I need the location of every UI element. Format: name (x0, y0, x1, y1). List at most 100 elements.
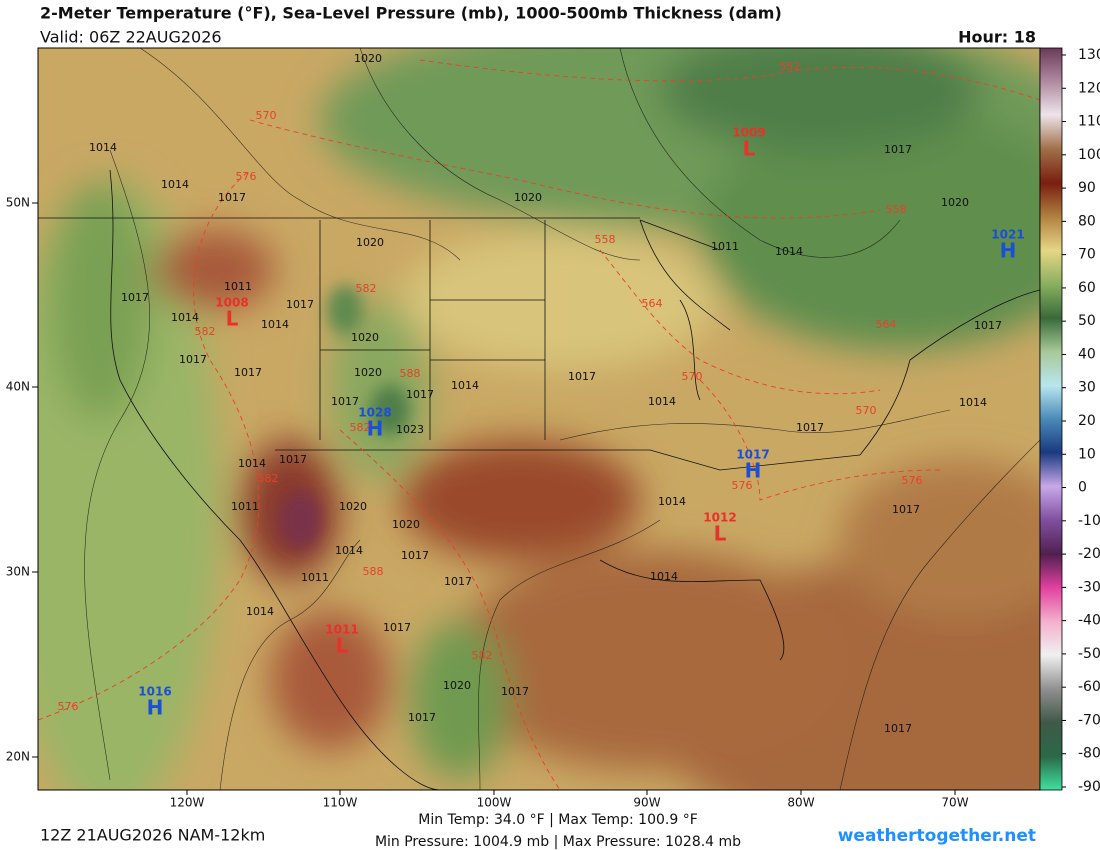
isobar-label: 1017 (234, 366, 262, 379)
thickness-label: 564 (642, 297, 663, 310)
lat-label: 30N (6, 565, 30, 579)
thickness-label: 564 (876, 318, 897, 331)
isobar-label: 1020 (354, 52, 382, 65)
colorbar-label: 80 (1078, 213, 1096, 229)
colorbar-label: -50 (1078, 646, 1100, 662)
thickness-label: 576 (732, 479, 753, 492)
colorbar-label: -40 (1078, 613, 1100, 629)
isobar-label: 1014 (89, 141, 117, 154)
thickness-label: 558 (886, 203, 907, 216)
thickness-label: 576 (902, 474, 923, 487)
thickness-label: 588 (400, 367, 421, 380)
pressure-center-value: 1012 (703, 511, 736, 525)
pressure-range: Min Pressure: 1004.9 mb | Max Pressure: … (375, 834, 741, 850)
map-title: 2-Meter Temperature (°F), Sea-Level Pres… (40, 4, 782, 23)
model-run: 12Z 21AUG2026 NAM-12km (40, 826, 265, 845)
isobar-label: 1014 (171, 311, 199, 324)
pressure-center-value: 1008 (215, 296, 248, 310)
lon-label: 80W (787, 796, 814, 810)
lat-label: 40N (6, 380, 30, 394)
thickness-label: 588 (363, 565, 384, 578)
lon-label: 110W (323, 796, 358, 810)
colorbar-label: -10 (1078, 513, 1100, 529)
colorbar-label: 110 (1078, 114, 1100, 130)
pressure-center-value: 1017 (736, 448, 769, 462)
isobar-label: 1017 (406, 388, 434, 401)
lon-label: 90W (633, 796, 660, 810)
isobar-label: 1017 (331, 395, 359, 408)
colorbar-label: -60 (1078, 679, 1100, 695)
thickness-label: 582 (350, 421, 371, 434)
colorbar-label: -90 (1078, 779, 1100, 795)
pressure-center-value: 1011 (325, 623, 358, 637)
isobar-label: 1014 (238, 457, 266, 470)
isobar-label: 1017 (892, 503, 920, 516)
isobar-label: 1011 (231, 500, 259, 513)
isobar-label: 1020 (339, 500, 367, 513)
thickness-label: 582 (258, 472, 279, 485)
colorbar-label: 120 (1078, 80, 1100, 96)
isobar-label: 1011 (711, 240, 739, 253)
isobar-label: 1017 (279, 453, 307, 466)
isobar-label: 1017 (408, 711, 436, 724)
thickness-label: 576 (236, 170, 257, 183)
colorbar-label: -20 (1078, 546, 1100, 562)
pressure-center-letter: L (226, 307, 239, 331)
thickness-label: 570 (682, 370, 703, 383)
colorbar-label: 0 (1078, 480, 1087, 496)
pressure-center-value: 1021 (991, 228, 1024, 242)
pressure-center-letter: L (714, 522, 727, 546)
isobar-label: 1017 (179, 353, 207, 366)
thickness-label: 570 (856, 404, 877, 417)
isobar-label: 1017 (884, 143, 912, 156)
thickness-label: 552 (780, 60, 801, 73)
isobar-label: 1017 (286, 298, 314, 311)
lat-label: 20N (6, 750, 30, 764)
thickness-label: 570 (256, 109, 277, 122)
colorbar (1039, 47, 1063, 791)
isobar-label: 1020 (351, 331, 379, 344)
lon-label: 100W (477, 796, 512, 810)
lon-label: 120W (170, 796, 205, 810)
colorbar-label: 30 (1078, 380, 1096, 396)
isobar-label: 1014 (959, 396, 987, 409)
isobar-label: 1020 (941, 196, 969, 209)
isobar-label: 1014 (775, 245, 803, 258)
isobar-label: 1014 (335, 544, 363, 557)
colorbar-label: 10 (1078, 446, 1096, 462)
colorbar-label: 90 (1078, 180, 1096, 196)
isobar-label: 1017 (401, 549, 429, 562)
isobar-label: 1011 (224, 280, 252, 293)
pressure-center-letter: H (147, 696, 164, 720)
isobar-label: 1017 (796, 421, 824, 434)
temp-range: Min Temp: 34.0 °F | Max Temp: 100.9 °F (418, 812, 698, 828)
isobar-label: 1011 (301, 571, 329, 584)
pressure-center-value: 1016 (138, 685, 171, 699)
thickness-label: 582 (472, 649, 493, 662)
pressure-center-letter: H (367, 417, 384, 441)
lon-label: 70W (941, 796, 968, 810)
isobar-label: 1020 (443, 679, 471, 692)
colorbar-label: 40 (1078, 346, 1096, 362)
isobar-label: 1017 (884, 722, 912, 735)
isobar-label: 1017 (568, 370, 596, 383)
forecast-hour: Hour: 18 (958, 28, 1036, 47)
thickness-label: 582 (356, 282, 377, 295)
isobar-label: 1014 (161, 178, 189, 191)
isobar-label: 1017 (974, 319, 1002, 332)
colorbar-label: -70 (1078, 712, 1100, 728)
colorbar-label: 50 (1078, 313, 1096, 329)
colorbar-label: -80 (1078, 746, 1100, 762)
colorbar-label: 130 (1078, 47, 1100, 63)
site-credit: weathertogether.net (838, 826, 1036, 846)
pressure-center-letter: H (1000, 239, 1017, 263)
isobar-label: 1020 (514, 191, 542, 204)
isobar-label: 1020 (356, 236, 384, 249)
lat-label: 50N (6, 196, 30, 210)
isobar-label: 1017 (383, 621, 411, 634)
pressure-center-letter: L (336, 634, 349, 658)
isobar-label: 1017 (121, 291, 149, 304)
isobar-label: 1014 (261, 318, 289, 331)
colorbar-label: -30 (1078, 579, 1100, 595)
